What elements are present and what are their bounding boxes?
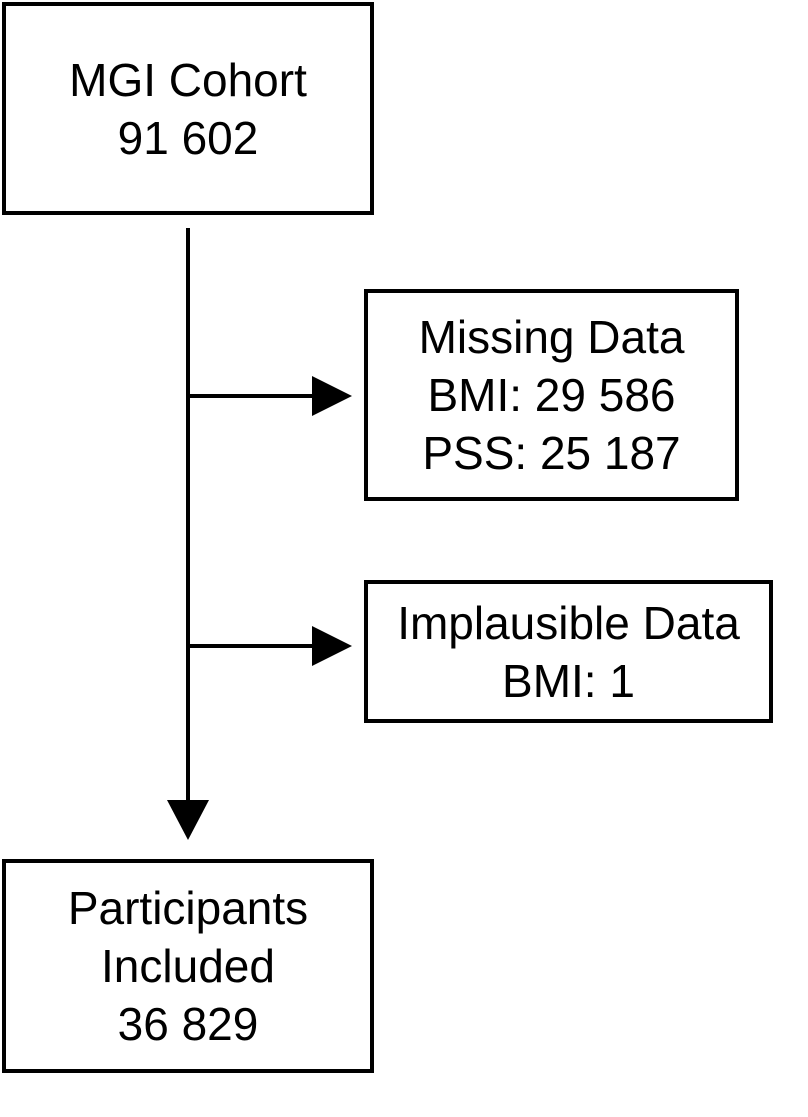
- cohort-box: MGI Cohort 91 602: [2, 2, 374, 215]
- missing-data-box: Missing Data BMI: 29 586 PSS: 25 187: [364, 289, 739, 501]
- implausible-data-title: Implausible Data: [397, 596, 740, 649]
- missing-pss-count: PSS: 25 187: [422, 427, 681, 479]
- cohort-count: 91 602: [117, 111, 259, 164]
- included-title-line1: Participants: [67, 882, 309, 934]
- included-count: 36 829: [117, 998, 259, 1050]
- right-arrowhead-implausible: [312, 626, 352, 666]
- implausible-bmi-count: BMI: 1: [502, 654, 635, 707]
- cohort-title: MGI Cohort: [69, 53, 307, 106]
- down-arrowhead: [167, 800, 209, 840]
- right-arrowhead-missing: [312, 376, 352, 416]
- participants-included-box: Participants Included 36 829: [2, 859, 374, 1073]
- implausible-data-box: Implausible Data BMI: 1: [364, 580, 773, 723]
- missing-bmi-count: BMI: 29 586: [427, 369, 676, 421]
- included-title-line2: Included: [101, 940, 275, 992]
- missing-data-title: Missing Data: [418, 311, 685, 363]
